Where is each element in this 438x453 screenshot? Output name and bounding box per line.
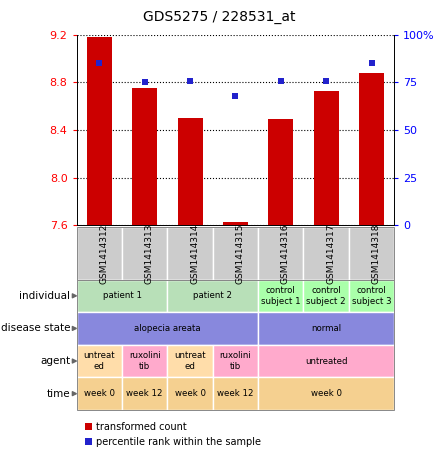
Text: agent: agent <box>40 356 70 366</box>
Text: normal: normal <box>311 324 341 333</box>
Bar <box>177 118 202 225</box>
Bar <box>87 37 112 225</box>
Text: GSM1414312: GSM1414312 <box>99 223 108 284</box>
Text: week 12: week 12 <box>127 389 163 398</box>
Bar <box>223 222 248 225</box>
Text: transformed count: transformed count <box>96 422 187 432</box>
Text: GSM1414317: GSM1414317 <box>326 223 335 284</box>
Text: control
subject 1: control subject 1 <box>261 286 300 305</box>
Text: control
subject 3: control subject 3 <box>352 286 391 305</box>
Text: percentile rank within the sample: percentile rank within the sample <box>96 437 261 447</box>
Text: GSM1414313: GSM1414313 <box>145 223 154 284</box>
Bar <box>314 91 339 225</box>
Text: GSM1414314: GSM1414314 <box>190 223 199 284</box>
Text: alopecia areata: alopecia areata <box>134 324 201 333</box>
Text: individual: individual <box>19 291 70 301</box>
Text: GSM1414318: GSM1414318 <box>371 223 381 284</box>
Text: week 0: week 0 <box>84 389 115 398</box>
Bar <box>268 119 293 225</box>
Text: week 0: week 0 <box>175 389 205 398</box>
Text: patient 2: patient 2 <box>193 291 232 300</box>
Text: patient 1: patient 1 <box>102 291 141 300</box>
Text: untreat
ed: untreat ed <box>84 352 115 371</box>
Text: untreated: untreated <box>305 357 347 366</box>
Bar <box>132 88 157 225</box>
Text: untreat
ed: untreat ed <box>174 352 206 371</box>
Bar <box>359 73 384 225</box>
Text: ruxolini
tib: ruxolini tib <box>219 352 251 371</box>
Text: GSM1414315: GSM1414315 <box>236 223 244 284</box>
Text: control
subject 2: control subject 2 <box>306 286 346 305</box>
Text: week 12: week 12 <box>217 389 254 398</box>
Text: GSM1414316: GSM1414316 <box>281 223 290 284</box>
Text: disease state: disease state <box>0 323 70 333</box>
Text: ruxolini
tib: ruxolini tib <box>129 352 161 371</box>
Text: week 0: week 0 <box>311 389 342 398</box>
Text: GDS5275 / 228531_at: GDS5275 / 228531_at <box>143 10 295 24</box>
Text: time: time <box>46 389 70 399</box>
